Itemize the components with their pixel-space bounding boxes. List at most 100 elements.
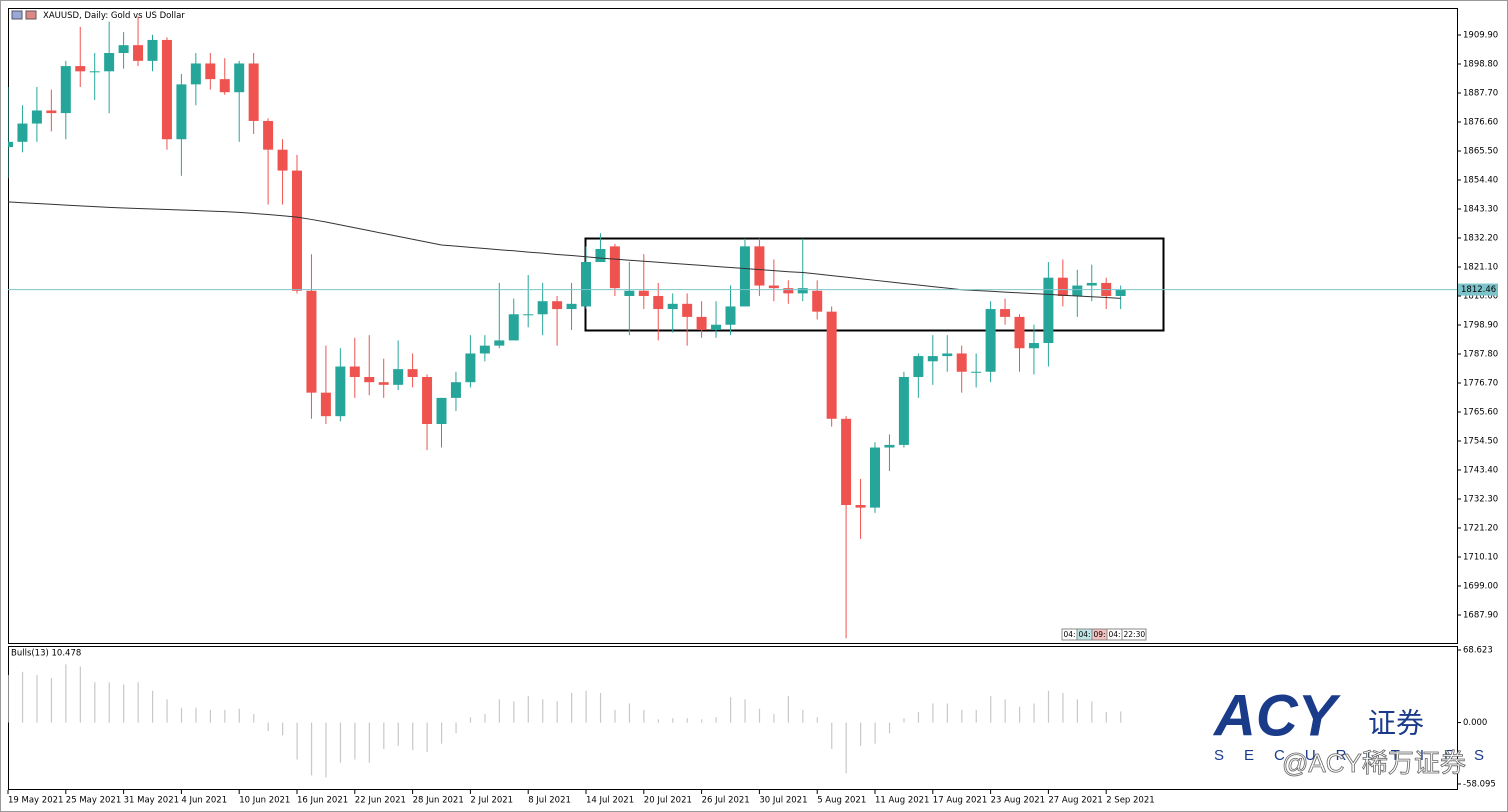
candle-body [812, 290, 823, 312]
y-tick-label: 1699.00 [1463, 581, 1498, 591]
candle-body [508, 314, 519, 341]
bulls-bar [325, 722, 327, 778]
countdown: 04: [1064, 630, 1076, 639]
main-panel [8, 8, 1458, 644]
bulls-bar [209, 709, 211, 723]
candle-body [31, 110, 42, 124]
bulls-bar [21, 671, 24, 723]
candle-body [855, 505, 866, 508]
candle-body [884, 444, 895, 448]
x-tick-label: 26 Jul 2021 [702, 796, 750, 806]
y-tick-label: 1832.20 [1463, 233, 1498, 243]
bulls-bar [599, 692, 602, 723]
moving-average [8, 201, 1121, 299]
candle-body [205, 63, 216, 80]
indicator-title: Bulls(13) 10.478 [11, 649, 81, 659]
bulls-bar [990, 696, 992, 723]
bulls-bar [123, 684, 125, 723]
candle-body [581, 262, 591, 307]
last-price-box [1458, 283, 1498, 296]
y-tick-label: 1732.30 [1463, 494, 1498, 504]
y-tick-label: 1754.50 [1463, 436, 1498, 446]
bulls-bar [1076, 699, 1078, 723]
x-tick-label: 19 May 2021 [8, 796, 63, 806]
bulls-bar [657, 719, 659, 723]
candle-body [711, 324, 722, 330]
x-tick-label: 20 Jul 2021 [644, 796, 692, 806]
bulls-bar [1062, 692, 1064, 723]
x-tick-label: 27 Aug 2021 [1048, 796, 1102, 806]
candle-body [17, 123, 28, 142]
bulls-bar [1033, 703, 1035, 723]
candle-body [422, 376, 433, 425]
bulls-bar [744, 699, 746, 723]
bulls-bar [36, 674, 38, 723]
watermark: ACY 证券 SECURITIES @ACY稀万证券 [1212, 683, 1484, 778]
candle-body [234, 63, 245, 93]
bulls-bar [397, 722, 399, 746]
candle-body [739, 246, 750, 307]
x-tick-label: 10 Jun 2021 [239, 796, 290, 806]
bulls-bar [383, 722, 385, 749]
candle-body [46, 110, 57, 114]
candle-body [667, 303, 678, 310]
bulls-bar [412, 722, 414, 751]
x-tick-label: 4 Jun 2021 [181, 796, 227, 806]
bulls-bar [860, 722, 862, 746]
candle-body [1028, 343, 1039, 349]
bulls-bar [585, 690, 587, 723]
bulls-bar [108, 682, 110, 723]
x-tick-label: 30 Jul 2021 [759, 796, 807, 806]
candle-body [393, 369, 404, 385]
bulls-bar [354, 722, 356, 760]
y-tick-label: 1721.20 [1463, 523, 1498, 533]
candle-body [75, 66, 86, 72]
bulls-bar [556, 701, 558, 723]
candle-body [335, 366, 346, 417]
candle-body [277, 149, 288, 171]
bulls-bar [513, 701, 515, 723]
bulls-bar [282, 722, 284, 736]
bulls-bar [787, 696, 789, 723]
candle-body [971, 371, 982, 373]
bulls-bar [441, 722, 443, 744]
bulls-bar [831, 722, 833, 749]
candle-body [320, 392, 331, 417]
countdown: 22:30 [1124, 630, 1146, 639]
candle-body [595, 248, 606, 263]
bulls-bar [224, 709, 226, 723]
candle-body [1086, 282, 1097, 286]
bulls-bar [773, 714, 775, 723]
candle-body [407, 369, 418, 377]
logo: ACY [1212, 683, 1342, 748]
candle-body [494, 340, 505, 346]
bulls-bar [79, 666, 81, 723]
y-tick-label: 68.623 [1463, 645, 1493, 655]
countdown: 04: [1079, 630, 1091, 639]
y-tick-label: 0.000 [1463, 718, 1487, 728]
bulls-bar [137, 682, 139, 723]
bulls-bar [1004, 699, 1006, 723]
bulls-bar [643, 709, 645, 723]
bulls-bar [1091, 701, 1093, 723]
bulls-bar [874, 722, 876, 744]
bulls-bar [180, 707, 183, 723]
symbol-icon [25, 10, 37, 20]
candle-body [841, 418, 852, 506]
candle-body [552, 301, 563, 310]
candle-body [1057, 277, 1068, 296]
bulls-bar [1019, 706, 1021, 723]
candle-body [927, 356, 938, 362]
bulls-bar [888, 722, 891, 734]
bulls-bar [152, 690, 154, 723]
x-tick-label: 2 Jul 2021 [470, 796, 513, 806]
bulls-bar [542, 699, 544, 723]
candle-body [682, 303, 693, 317]
x-tick-label: 25 May 2021 [66, 796, 121, 806]
candle-body [609, 246, 620, 289]
y-tick-label: 1887.70 [1463, 88, 1498, 98]
candle-body [60, 66, 71, 114]
indicator-bars [8, 664, 1122, 778]
bulls-bar [614, 709, 616, 723]
